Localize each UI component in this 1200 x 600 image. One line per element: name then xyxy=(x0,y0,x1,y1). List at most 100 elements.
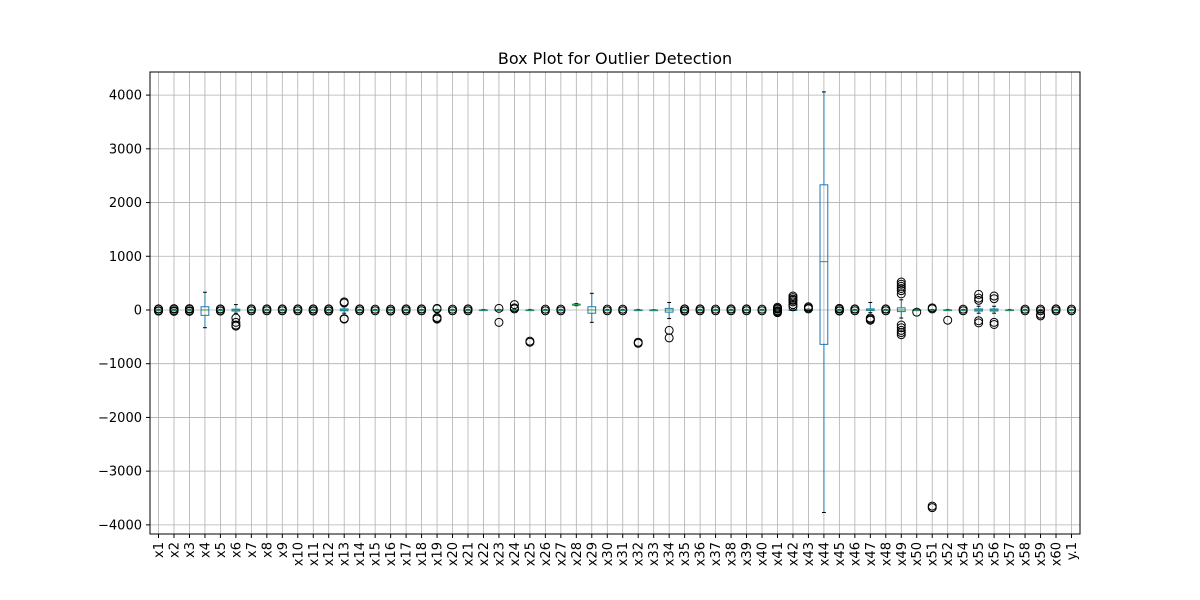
box-x58 xyxy=(1020,304,1030,316)
x-tick-label: x23 xyxy=(492,542,507,566)
outlier-point xyxy=(417,304,427,314)
outlier-point xyxy=(772,308,782,318)
box-x4 xyxy=(200,291,210,329)
outlier-point xyxy=(169,306,179,316)
x-tick-label: x18 xyxy=(415,542,430,566)
y-tick-label: −2000 xyxy=(98,411,142,426)
outlier-point xyxy=(680,304,690,314)
y-tick-label: 2000 xyxy=(109,196,142,211)
outlier-point xyxy=(834,303,844,313)
grid-layer xyxy=(150,72,1080,534)
box-x8 xyxy=(262,304,272,316)
x-tick-label: x54 xyxy=(957,542,972,566)
outlier-point xyxy=(974,316,984,326)
box-x46 xyxy=(850,304,860,316)
outlier-point xyxy=(308,306,318,316)
x-tick-label: x59 xyxy=(1034,542,1049,566)
outlier-point xyxy=(664,333,674,343)
box-layer xyxy=(154,91,1076,514)
x-tick-label: y.1 xyxy=(1065,542,1080,560)
box-x47 xyxy=(865,301,875,325)
outlier-point xyxy=(989,294,999,304)
x-tick-label: x12 xyxy=(322,542,337,566)
box-x38 xyxy=(726,304,736,316)
outlier-point xyxy=(339,314,349,324)
x-tick-label: x28 xyxy=(570,542,585,566)
x-tick-label: x31 xyxy=(616,542,631,566)
outlier-point xyxy=(1066,306,1076,316)
outlier-point xyxy=(742,304,752,314)
outlier-point xyxy=(355,304,365,314)
outlier-point xyxy=(231,321,241,331)
outlier-point xyxy=(525,337,535,347)
box-x24 xyxy=(509,300,519,314)
box-x29 xyxy=(587,292,597,323)
outlier-point xyxy=(154,304,164,314)
outlier-point xyxy=(772,302,782,312)
x-tick-label: x39 xyxy=(740,542,755,566)
box-x36 xyxy=(695,304,705,316)
x-tick-label: x57 xyxy=(1003,542,1018,566)
x-tick-label: x38 xyxy=(725,542,740,566)
y-tick-label: 1000 xyxy=(109,250,142,265)
outlier-point xyxy=(943,315,953,325)
x-tick-label: x15 xyxy=(369,542,384,566)
box-x32 xyxy=(633,308,643,348)
x-tick-label: x43 xyxy=(802,542,817,566)
x-tick-label: x41 xyxy=(771,542,786,566)
box-x55 xyxy=(974,289,984,328)
outlier-point xyxy=(757,306,767,316)
outlier-point xyxy=(432,303,442,313)
x-tick-label: x50 xyxy=(910,542,925,566)
box-x34 xyxy=(664,301,674,343)
x-tick-label: x19 xyxy=(431,542,446,566)
outlier-point xyxy=(974,318,984,328)
x-tick-label: x14 xyxy=(353,542,368,566)
box-x17 xyxy=(401,304,411,316)
box-x10 xyxy=(293,304,303,316)
outlier-point xyxy=(989,317,999,327)
outlier-point xyxy=(974,293,984,303)
outlier-point xyxy=(834,306,844,316)
box-x39 xyxy=(742,304,752,316)
outlier-point xyxy=(463,304,473,314)
x-tick-label: x20 xyxy=(446,542,461,566)
x-tick-label: x3 xyxy=(183,542,198,558)
box-x44 xyxy=(819,91,829,514)
box-x5 xyxy=(215,304,225,316)
y-tick-label: 3000 xyxy=(109,142,142,157)
x-tick-label: x35 xyxy=(678,542,693,566)
x-tick-label: x9 xyxy=(276,542,291,558)
x-tick-label: x4 xyxy=(198,542,213,558)
outlier-point xyxy=(540,306,550,316)
box-x30 xyxy=(602,304,612,316)
box-y.1 xyxy=(1066,304,1076,316)
box-x43 xyxy=(803,302,813,314)
x-tick-label: x22 xyxy=(477,542,492,566)
outlier-point xyxy=(1051,304,1061,314)
box-x15 xyxy=(370,304,380,316)
outlier-point xyxy=(293,304,303,314)
outlier-point xyxy=(556,306,566,316)
x-tick-label: x52 xyxy=(941,542,956,566)
outlier-point xyxy=(989,291,999,301)
x-tick-label: x49 xyxy=(895,542,910,566)
box-x56 xyxy=(989,291,999,329)
outlier-point xyxy=(509,300,519,310)
outlier-point xyxy=(927,503,937,513)
outlier-point xyxy=(850,304,860,314)
y-tick-label: 0 xyxy=(134,303,142,318)
outlier-point xyxy=(324,306,334,316)
y-tick-label: −4000 xyxy=(98,518,142,533)
x-tick-label: x8 xyxy=(260,542,275,558)
x-tick-label: x24 xyxy=(508,542,523,566)
outlier-point xyxy=(509,303,519,313)
outlier-point xyxy=(169,304,179,314)
x-tick-label: x46 xyxy=(848,542,863,566)
x-tick-label: x32 xyxy=(632,542,647,566)
x-tick-label: x37 xyxy=(709,542,724,566)
x-tick-label: x1 xyxy=(152,542,167,558)
x-tick-label: x10 xyxy=(291,542,306,566)
outlier-point xyxy=(448,306,458,316)
box-x14 xyxy=(355,304,365,316)
